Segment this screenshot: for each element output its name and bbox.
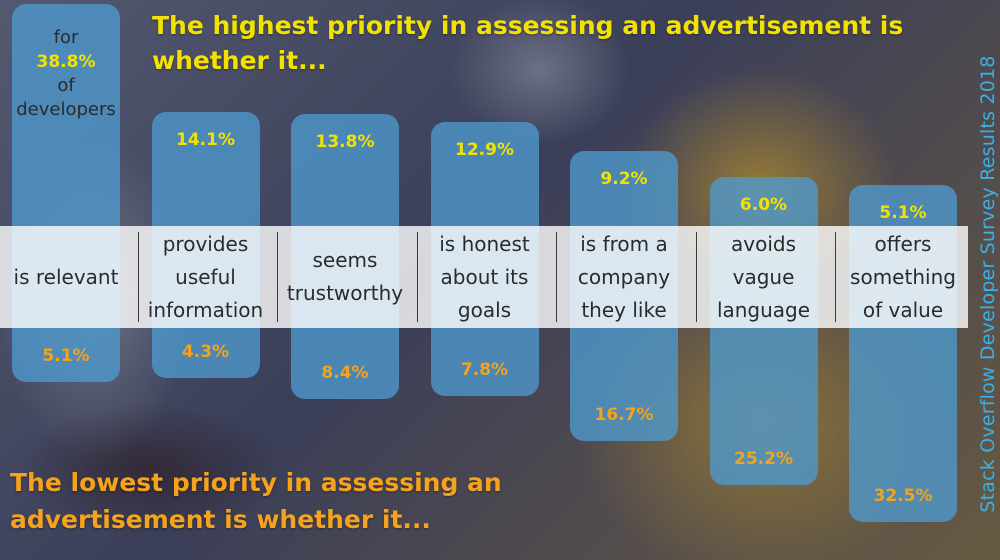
highest-value-5: 9.2%	[600, 169, 648, 189]
label-suffix-1: of	[57, 75, 75, 96]
category-line: offers	[874, 231, 932, 256]
category-label-5: is from a company they like	[554, 226, 694, 328]
highest-value-7: 5.1%	[879, 203, 927, 223]
lowest-value-3: 8.4%	[321, 363, 369, 383]
highest-value-1: 38.8%	[36, 52, 96, 72]
category-separator	[696, 232, 697, 322]
highest-value-6: 6.0%	[739, 195, 788, 215]
category-line: language	[716, 297, 811, 322]
lowest-value-6: 25.2%	[734, 449, 793, 469]
category-line: of value	[862, 297, 944, 322]
category-line: about its	[440, 264, 529, 289]
category-line: is honest	[439, 231, 530, 256]
category-line: something	[850, 264, 956, 289]
category-separator	[277, 232, 278, 322]
label-prefix: for	[53, 27, 79, 48]
highest-value-2: 14.1%	[176, 130, 235, 150]
highest-value-3: 13.8%	[315, 132, 375, 152]
highest-value-label-1: for 38.8% of developers	[12, 26, 120, 122]
lowest-value-4: 7.8%	[460, 360, 509, 380]
survey-caption: Stack Overflow Developer Survey Results …	[977, 55, 999, 513]
lowest-priority-title: The lowest priority in assessing an adve…	[10, 468, 502, 534]
category-line: goals	[457, 297, 512, 322]
category-line: seems	[312, 248, 378, 272]
lowest-value-1: 5.1%	[42, 346, 90, 366]
category-line: vague	[732, 264, 795, 289]
lowest-value-5: 16.7%	[594, 405, 654, 425]
category-separator	[835, 232, 836, 322]
category-line: is from a	[580, 231, 668, 256]
category-line: they like	[581, 297, 667, 322]
category-line: is relevant	[13, 264, 119, 289]
bar-6	[709, 177, 818, 485]
category-line: provides	[162, 231, 249, 256]
category-label-7: offers something of value	[833, 226, 973, 328]
highest-priority-title: The highest priority in assessing an adv…	[152, 11, 904, 75]
category-separator	[556, 232, 557, 322]
lowest-value-7: 32.5%	[873, 486, 933, 506]
category-label-3: seems trustworthy	[275, 226, 415, 328]
category-separator	[138, 232, 139, 322]
category-line: company	[577, 264, 671, 289]
label-suffix-2: developers	[16, 99, 116, 120]
category-label-2: provides useful information	[136, 226, 276, 328]
category-line: information	[147, 297, 264, 322]
category-line: trustworthy	[286, 281, 404, 305]
category-band	[0, 226, 968, 328]
lowest-value-2: 4.3%	[181, 342, 230, 362]
category-line: avoids	[731, 231, 796, 256]
category-label-4: is honest about its goals	[415, 226, 555, 328]
category-line: useful	[175, 264, 236, 289]
highest-value-4: 12.9%	[455, 140, 514, 160]
category-label-6: avoids vague language	[694, 226, 834, 328]
category-label-1: is relevant	[0, 226, 136, 328]
category-separator	[417, 232, 418, 322]
